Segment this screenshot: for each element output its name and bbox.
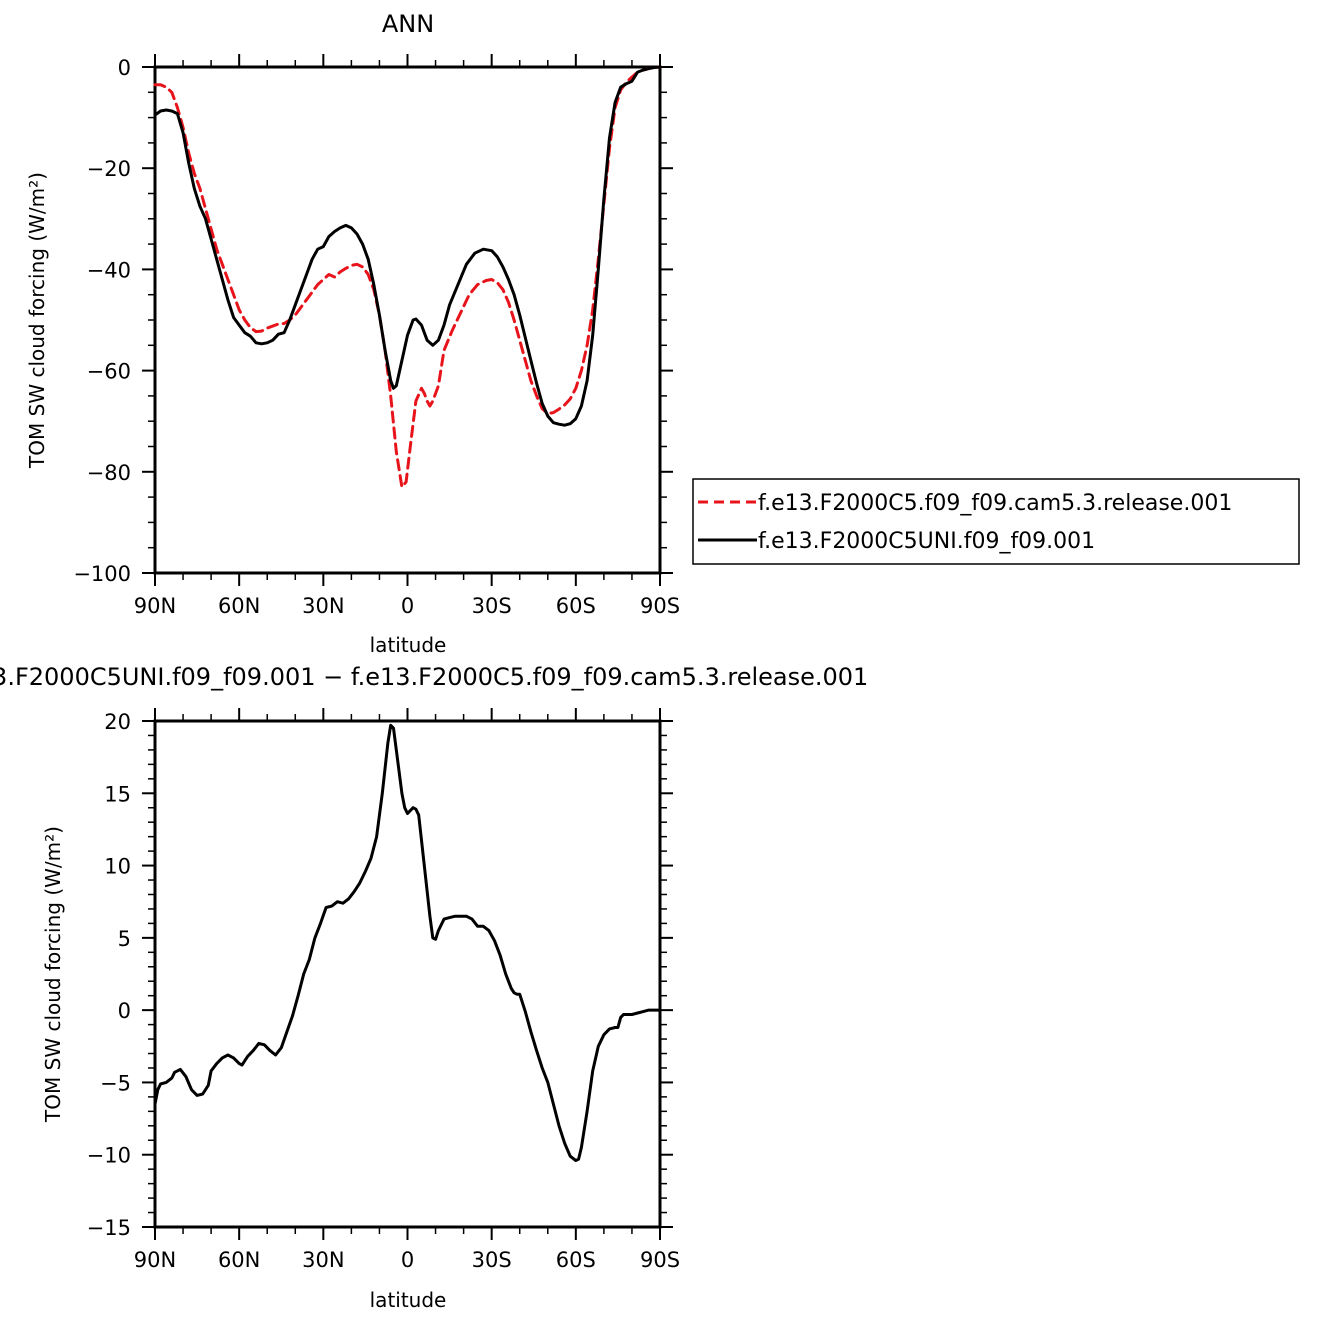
top-x-axis-label: latitude bbox=[370, 633, 447, 657]
top-y-tick-label: 0 bbox=[118, 56, 131, 80]
bottom-x-tick-labels: 90N 60N 30N 0 30S 60S 90S bbox=[134, 1248, 680, 1272]
bottom-plot-frame bbox=[153, 719, 662, 1229]
bottom-series-line-1 bbox=[153, 723, 662, 1162]
legend-box bbox=[692, 478, 1300, 565]
bottom-y-tick-label: −15 bbox=[87, 1216, 131, 1240]
bottom-y-tick-labels: 20 15 10 5 0 −5 −10 −15 bbox=[87, 710, 131, 1240]
top-series-line-1 bbox=[153, 65, 662, 489]
bottom-x-tick-label: 90N bbox=[134, 1248, 176, 1272]
top-series-line-2 bbox=[153, 65, 662, 427]
top-x-tick-label: 30N bbox=[302, 594, 344, 618]
top-x-tick-label: 90S bbox=[640, 594, 680, 618]
legend-label-series-1: f.e13.F2000C5.f09_f09.cam5.3.release.001 bbox=[758, 491, 1232, 516]
top-series-lines bbox=[153, 65, 662, 489]
top-y-tick-label: −20 bbox=[87, 157, 131, 181]
top-chart-title: ANN bbox=[382, 10, 434, 38]
bottom-chart: f.e13.F2000C5UNI.f09_f09.001 − f.e13.F20… bbox=[0, 663, 868, 1312]
top-axis-ticks bbox=[142, 54, 673, 586]
bottom-y-tick-label: 20 bbox=[104, 710, 131, 734]
legend: f.e13.F2000C5.f09_f09.cam5.3.release.001… bbox=[692, 478, 1300, 565]
bottom-y-axis-label: TOM SW cloud forcing (W/m²) bbox=[41, 826, 65, 1123]
bottom-series-lines bbox=[153, 723, 662, 1162]
top-chart: ANN 0−20−40−60−80−100 90N 60N 30N 0 30S 60S 90… bbox=[25, 10, 1300, 657]
top-x-tick-label: 60S bbox=[556, 594, 596, 618]
top-x-tick-labels: 90N 60N 30N 0 30S 60S 90S bbox=[134, 594, 680, 618]
bottom-x-tick-label: 0 bbox=[401, 1248, 414, 1272]
bottom-x-tick-label: 60N bbox=[218, 1248, 260, 1272]
bottom-x-tick-label: 90S bbox=[640, 1248, 680, 1272]
bottom-y-tick-label: −5 bbox=[100, 1071, 131, 1095]
legend-label-series-2: f.e13.F2000C5UNI.f09_f09.001 bbox=[758, 529, 1095, 554]
bottom-y-tick-label: 5 bbox=[118, 927, 131, 951]
top-x-tick-label: 0 bbox=[401, 594, 414, 618]
top-plot-frame bbox=[153, 65, 662, 575]
bottom-y-tick-label: 15 bbox=[104, 782, 131, 806]
top-y-tick-labels: 0 −20 −40 −60 −80 −100 bbox=[73, 56, 131, 586]
top-y-tick-label: −60 bbox=[87, 360, 131, 384]
bottom-y-tick-label: −10 bbox=[87, 1144, 131, 1168]
top-y-tick-label: −40 bbox=[87, 258, 131, 282]
bottom-chart-title: f.e13.F2000C5UNI.f09_f09.001 − f.e13.F20… bbox=[0, 663, 868, 691]
bottom-y-tick-label: 0 bbox=[118, 999, 131, 1023]
bottom-x-tick-label: 30S bbox=[472, 1248, 512, 1272]
bottom-x-tick-label: 30N bbox=[302, 1248, 344, 1272]
bottom-x-tick-label: 60S bbox=[556, 1248, 596, 1272]
top-y-axis-label: TOM SW cloud forcing (W/m²) bbox=[25, 172, 49, 469]
top-x-tick-label: 60N bbox=[218, 594, 260, 618]
bottom-axis-ticks bbox=[142, 708, 673, 1240]
top-y-tick-label: −80 bbox=[87, 461, 131, 485]
top-y-tick-label: −100 bbox=[73, 562, 131, 586]
bottom-y-tick-label: 10 bbox=[104, 855, 131, 879]
top-x-tick-label: 90N bbox=[134, 594, 176, 618]
bottom-x-axis-label: latitude bbox=[370, 1288, 447, 1312]
top-x-tick-label: 30S bbox=[472, 594, 512, 618]
